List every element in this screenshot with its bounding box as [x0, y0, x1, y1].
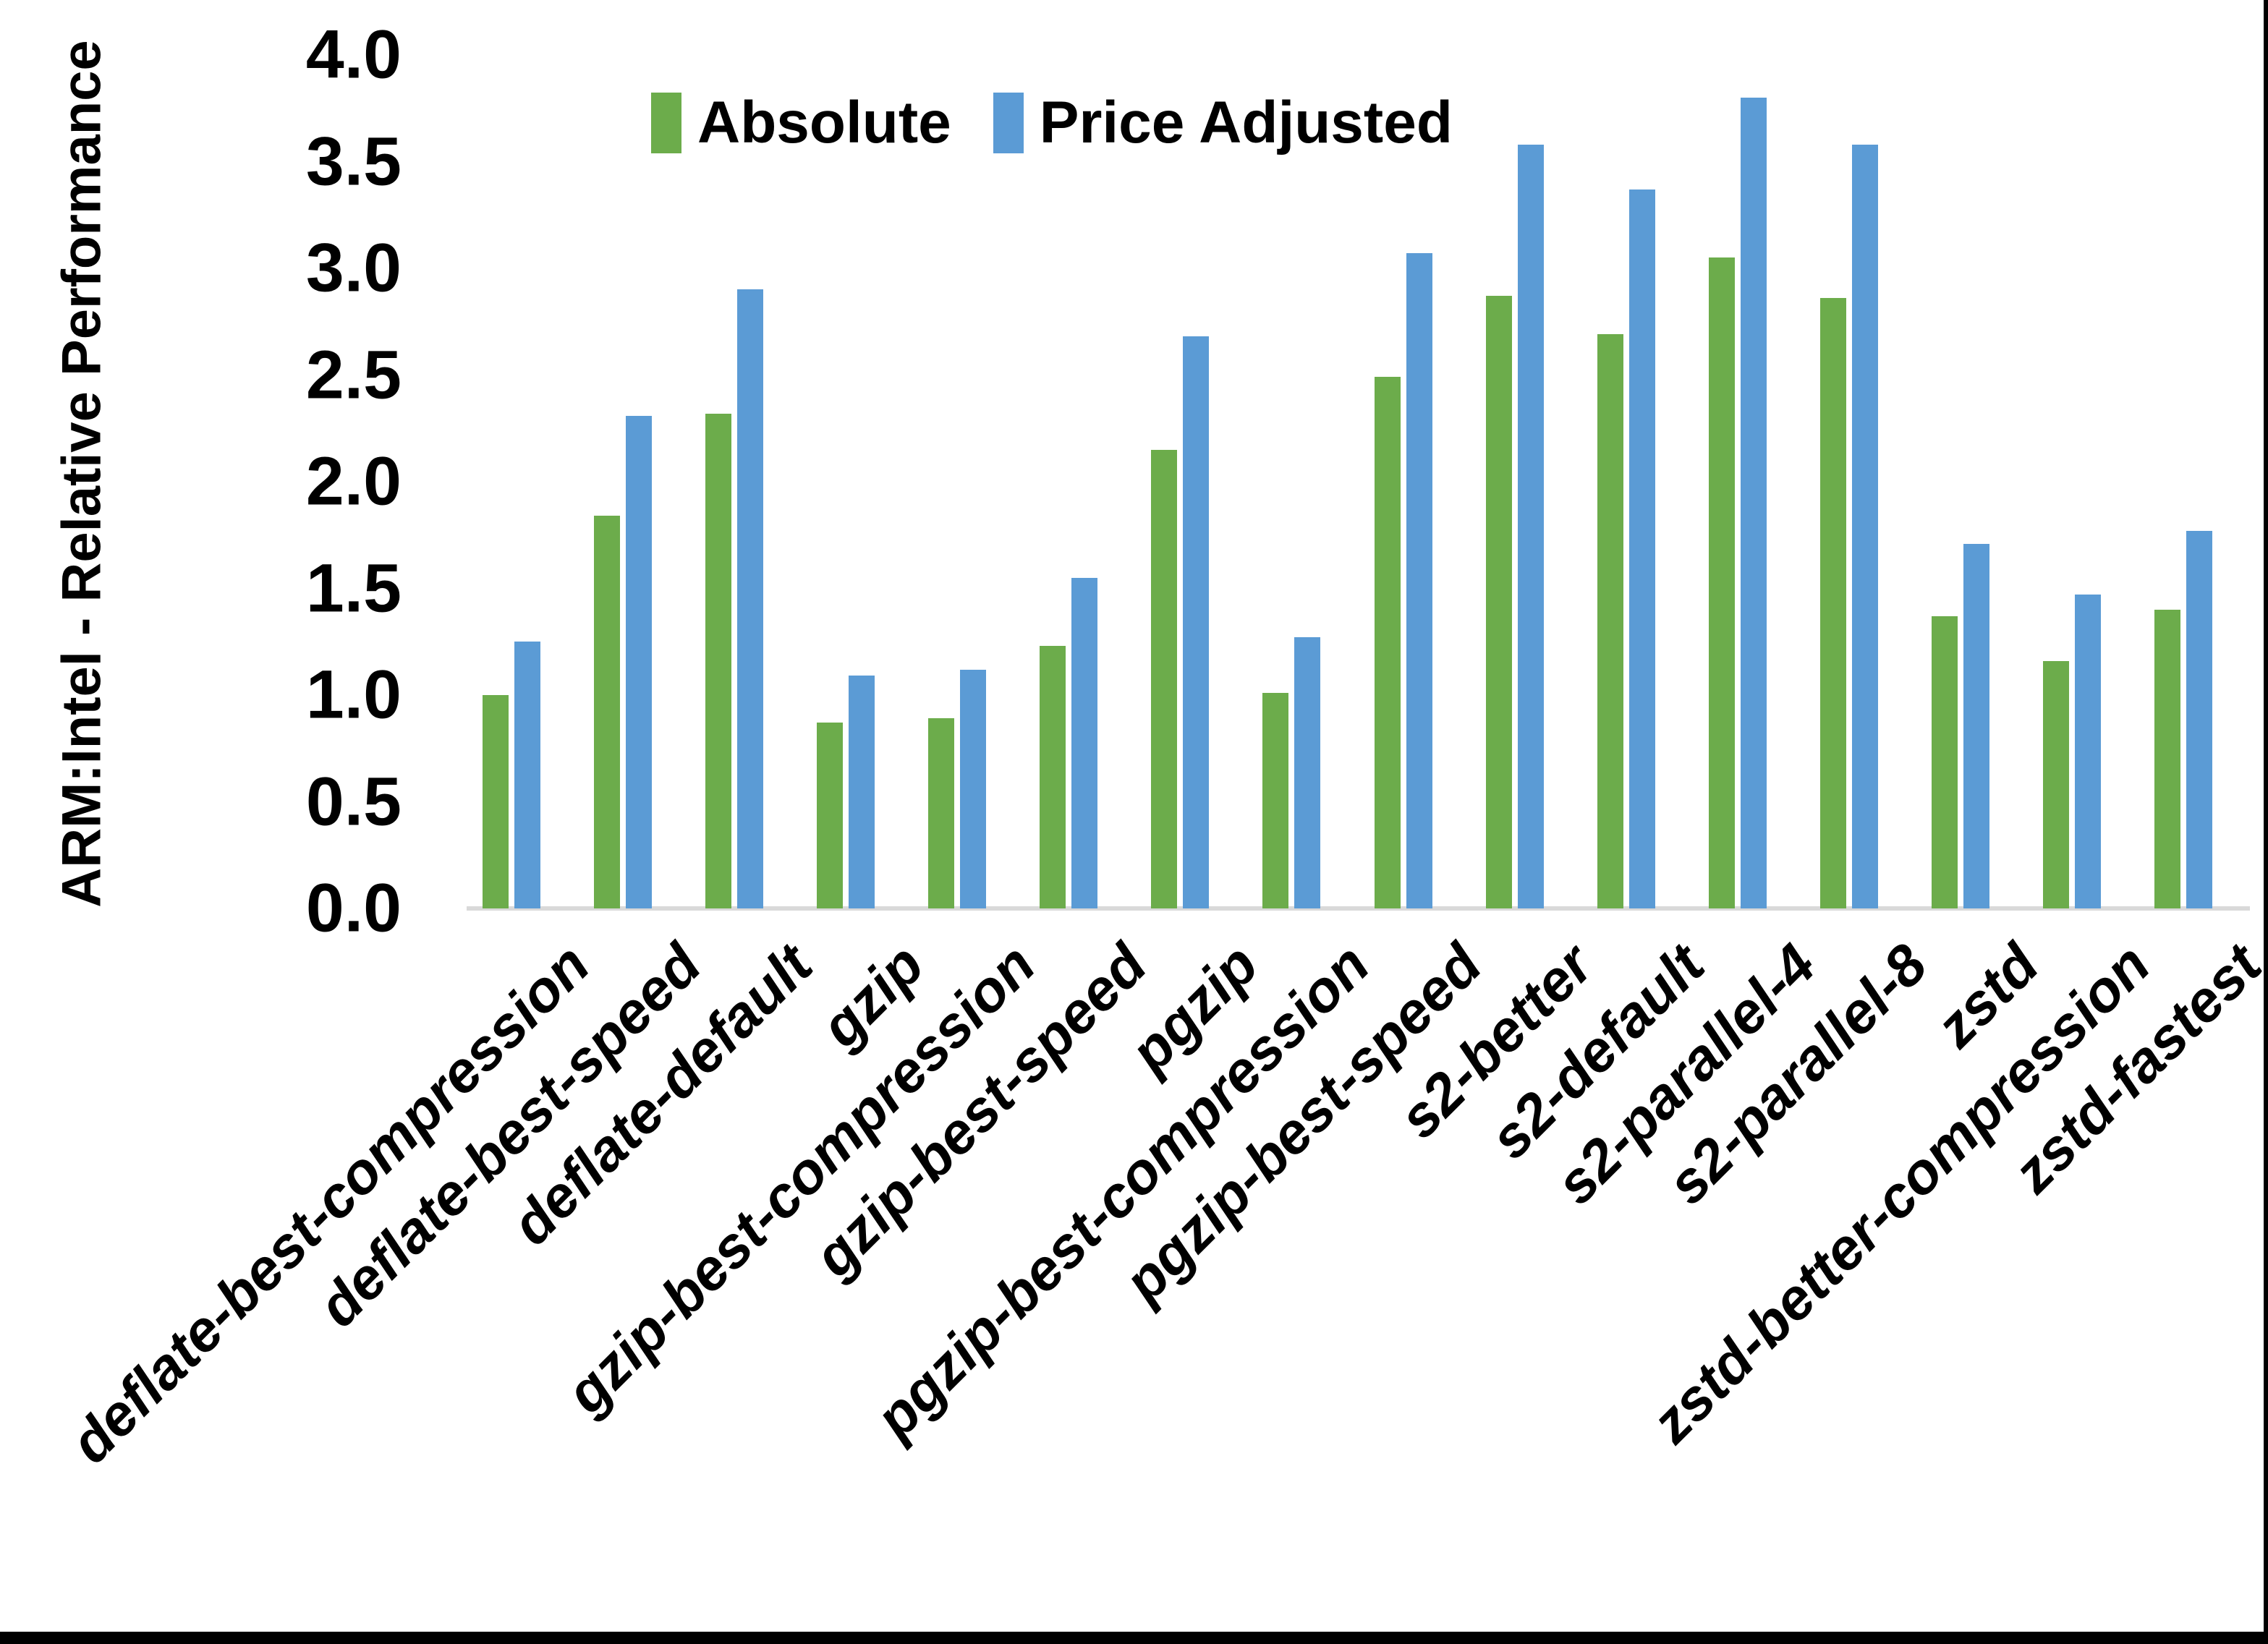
blue-square-icon — [993, 93, 1024, 153]
bar-absolute-pgzip-best-speed — [1375, 377, 1401, 908]
x-axis-line — [467, 906, 2250, 911]
bar-price-adjusted-pgzip-best-speed — [1406, 253, 1432, 908]
y-tick-label: 0.0 — [305, 869, 402, 947]
bar-absolute-pgzip-best-compression — [1262, 693, 1288, 908]
y-tick-label: 2.5 — [305, 336, 402, 413]
bar-absolute-s2-parallel-8 — [1820, 298, 1846, 908]
bar-price-adjusted-deflate-default — [737, 289, 763, 908]
bar-price-adjusted-s2-parallel-8 — [1852, 145, 1878, 908]
bar-absolute-s2-parallel-4 — [1709, 257, 1735, 908]
bar-absolute-s2-default — [1597, 334, 1623, 908]
page-border-right — [2264, 0, 2268, 1644]
bar-price-adjusted-pgzip — [1183, 336, 1209, 908]
bar-price-adjusted-s2-better — [1518, 145, 1544, 908]
y-tick-label: 3.5 — [305, 123, 402, 200]
y-tick-label: 0.5 — [305, 763, 402, 840]
y-tick-label: 1.5 — [305, 550, 402, 626]
y-tick-label: 2.0 — [305, 443, 402, 520]
bar-absolute-deflate-best-speed — [594, 516, 620, 908]
legend-item-absolute: Absolute — [651, 93, 951, 153]
bar-absolute-deflate-default — [705, 414, 731, 908]
legend-label: Price Adjusted — [1039, 90, 1453, 156]
bar-absolute-zstd-fastest — [2154, 610, 2180, 908]
bar-price-adjusted-gzip-best-speed — [1071, 578, 1097, 908]
bar-price-adjusted-zstd-fastest — [2186, 531, 2212, 908]
y-tick-label: 3.0 — [305, 229, 402, 307]
bar-absolute-gzip-best-speed — [1040, 646, 1066, 908]
bar-price-adjusted-pgzip-best-compression — [1294, 637, 1320, 908]
bar-absolute-zstd — [1932, 616, 1958, 908]
bar-absolute-pgzip — [1151, 450, 1177, 908]
chart-legend: Absolute Price Adjusted — [651, 93, 1453, 153]
bar-price-adjusted-gzip — [849, 676, 875, 908]
bar-absolute-deflate-best-compression — [483, 695, 509, 908]
y-tick-label: 1.0 — [305, 656, 402, 733]
bar-absolute-gzip — [817, 723, 843, 908]
bar-price-adjusted-gzip-best-compression — [960, 670, 986, 908]
bar-absolute-gzip-best-compression — [928, 718, 954, 908]
green-square-icon — [651, 93, 681, 153]
legend-label: Absolute — [697, 90, 951, 156]
bar-absolute-zstd-better-compression — [2043, 661, 2069, 908]
page-border-bottom — [0, 1632, 2268, 1644]
legend-item-price-adjusted: Price Adjusted — [993, 93, 1453, 153]
bar-price-adjusted-zstd — [1963, 544, 1989, 908]
bar-price-adjusted-zstd-better-compression — [2075, 595, 2101, 908]
bar-price-adjusted-deflate-best-speed — [626, 416, 652, 908]
bar-absolute-s2-better — [1486, 296, 1512, 908]
bar-price-adjusted-s2-parallel-4 — [1741, 98, 1767, 908]
bar-price-adjusted-deflate-best-compression — [514, 642, 540, 908]
y-tick-label: 4.0 — [305, 16, 402, 93]
bar-price-adjusted-s2-default — [1629, 189, 1655, 908]
